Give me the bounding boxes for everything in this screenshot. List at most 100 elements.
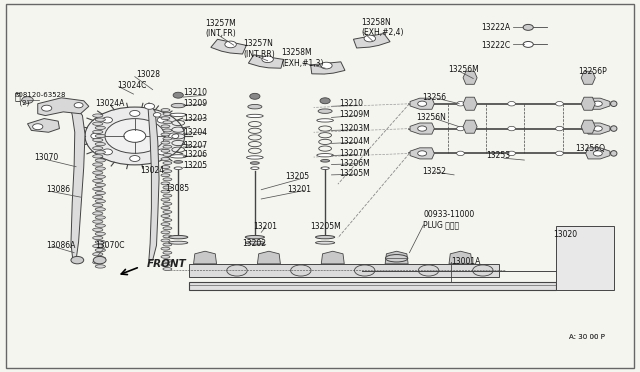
Circle shape [418, 151, 427, 156]
Ellipse shape [95, 199, 106, 203]
Ellipse shape [95, 126, 106, 129]
Polygon shape [38, 98, 89, 116]
Text: 13206: 13206 [183, 150, 207, 159]
Ellipse shape [95, 167, 106, 170]
Polygon shape [463, 120, 477, 133]
Polygon shape [586, 148, 610, 159]
Circle shape [250, 93, 260, 99]
Ellipse shape [163, 145, 172, 148]
Ellipse shape [93, 147, 103, 150]
Text: 13024C: 13024C [117, 81, 147, 90]
Ellipse shape [93, 114, 103, 117]
Ellipse shape [385, 254, 408, 262]
Text: 13205: 13205 [183, 161, 207, 170]
Ellipse shape [161, 223, 170, 226]
Ellipse shape [245, 235, 264, 239]
Text: 13205: 13205 [285, 172, 309, 181]
Ellipse shape [163, 219, 172, 222]
Polygon shape [189, 282, 556, 290]
Text: 13070: 13070 [34, 153, 58, 161]
Ellipse shape [161, 109, 170, 112]
Polygon shape [463, 71, 477, 84]
Polygon shape [581, 71, 595, 84]
Polygon shape [581, 97, 595, 110]
Ellipse shape [163, 202, 172, 205]
Ellipse shape [611, 126, 617, 131]
Text: A: 30 00 P: A: 30 00 P [569, 334, 605, 340]
Ellipse shape [95, 191, 106, 195]
Polygon shape [353, 33, 390, 48]
Ellipse shape [169, 241, 188, 244]
Text: 13210: 13210 [339, 99, 363, 108]
Circle shape [22, 97, 33, 103]
Circle shape [556, 151, 563, 155]
Ellipse shape [163, 121, 172, 124]
Text: 13085: 13085 [166, 185, 189, 193]
Ellipse shape [291, 265, 311, 276]
Circle shape [71, 256, 84, 264]
Circle shape [225, 41, 236, 48]
Text: 00933-11000
PLUG プラグ: 00933-11000 PLUG プラグ [424, 210, 475, 229]
Ellipse shape [93, 228, 103, 231]
Text: 13206M: 13206M [339, 158, 370, 167]
Circle shape [593, 126, 602, 131]
Polygon shape [321, 251, 344, 264]
Ellipse shape [611, 101, 617, 106]
Text: 13207: 13207 [183, 141, 207, 150]
Ellipse shape [163, 235, 172, 238]
Circle shape [91, 133, 101, 139]
Polygon shape [410, 148, 435, 159]
Ellipse shape [316, 241, 335, 244]
Ellipse shape [472, 265, 493, 276]
Text: 13070C: 13070C [95, 241, 125, 250]
Polygon shape [410, 98, 435, 109]
Circle shape [508, 126, 515, 131]
Ellipse shape [93, 236, 103, 240]
Circle shape [593, 101, 602, 106]
Polygon shape [586, 123, 610, 134]
Circle shape [523, 25, 533, 31]
Circle shape [105, 119, 164, 153]
Ellipse shape [250, 162, 259, 164]
Polygon shape [148, 103, 159, 260]
Polygon shape [248, 55, 284, 68]
Circle shape [42, 105, 52, 111]
Ellipse shape [161, 157, 170, 160]
Ellipse shape [419, 265, 439, 276]
Circle shape [556, 126, 563, 131]
Text: 13210: 13210 [183, 88, 207, 97]
Text: 13258N
(EXH,#2,4): 13258N (EXH,#2,4) [362, 18, 404, 37]
Ellipse shape [172, 103, 185, 108]
Circle shape [102, 117, 113, 123]
Ellipse shape [246, 114, 263, 118]
Ellipse shape [611, 151, 617, 156]
Polygon shape [193, 251, 216, 264]
Ellipse shape [93, 261, 103, 264]
Ellipse shape [95, 240, 106, 244]
Ellipse shape [93, 130, 103, 134]
Ellipse shape [163, 211, 172, 214]
Text: 13202: 13202 [242, 239, 266, 248]
Ellipse shape [95, 183, 106, 186]
Text: 13209: 13209 [183, 99, 207, 108]
Polygon shape [28, 119, 60, 132]
Circle shape [130, 110, 140, 116]
Ellipse shape [163, 194, 172, 197]
Circle shape [508, 102, 515, 106]
Circle shape [418, 126, 427, 131]
Ellipse shape [317, 119, 333, 122]
Text: 13256M: 13256M [448, 65, 479, 74]
Circle shape [154, 113, 161, 117]
Ellipse shape [93, 187, 103, 190]
Polygon shape [581, 120, 595, 133]
Ellipse shape [93, 138, 103, 142]
Ellipse shape [163, 178, 172, 181]
Text: ß08120-63528
  (2): ß08120-63528 (2) [15, 92, 67, 106]
FancyBboxPatch shape [6, 4, 634, 368]
Circle shape [102, 149, 113, 155]
Circle shape [418, 101, 427, 106]
Ellipse shape [93, 155, 103, 158]
Text: 13209M: 13209M [339, 110, 370, 119]
Circle shape [508, 151, 515, 155]
Circle shape [364, 35, 376, 42]
